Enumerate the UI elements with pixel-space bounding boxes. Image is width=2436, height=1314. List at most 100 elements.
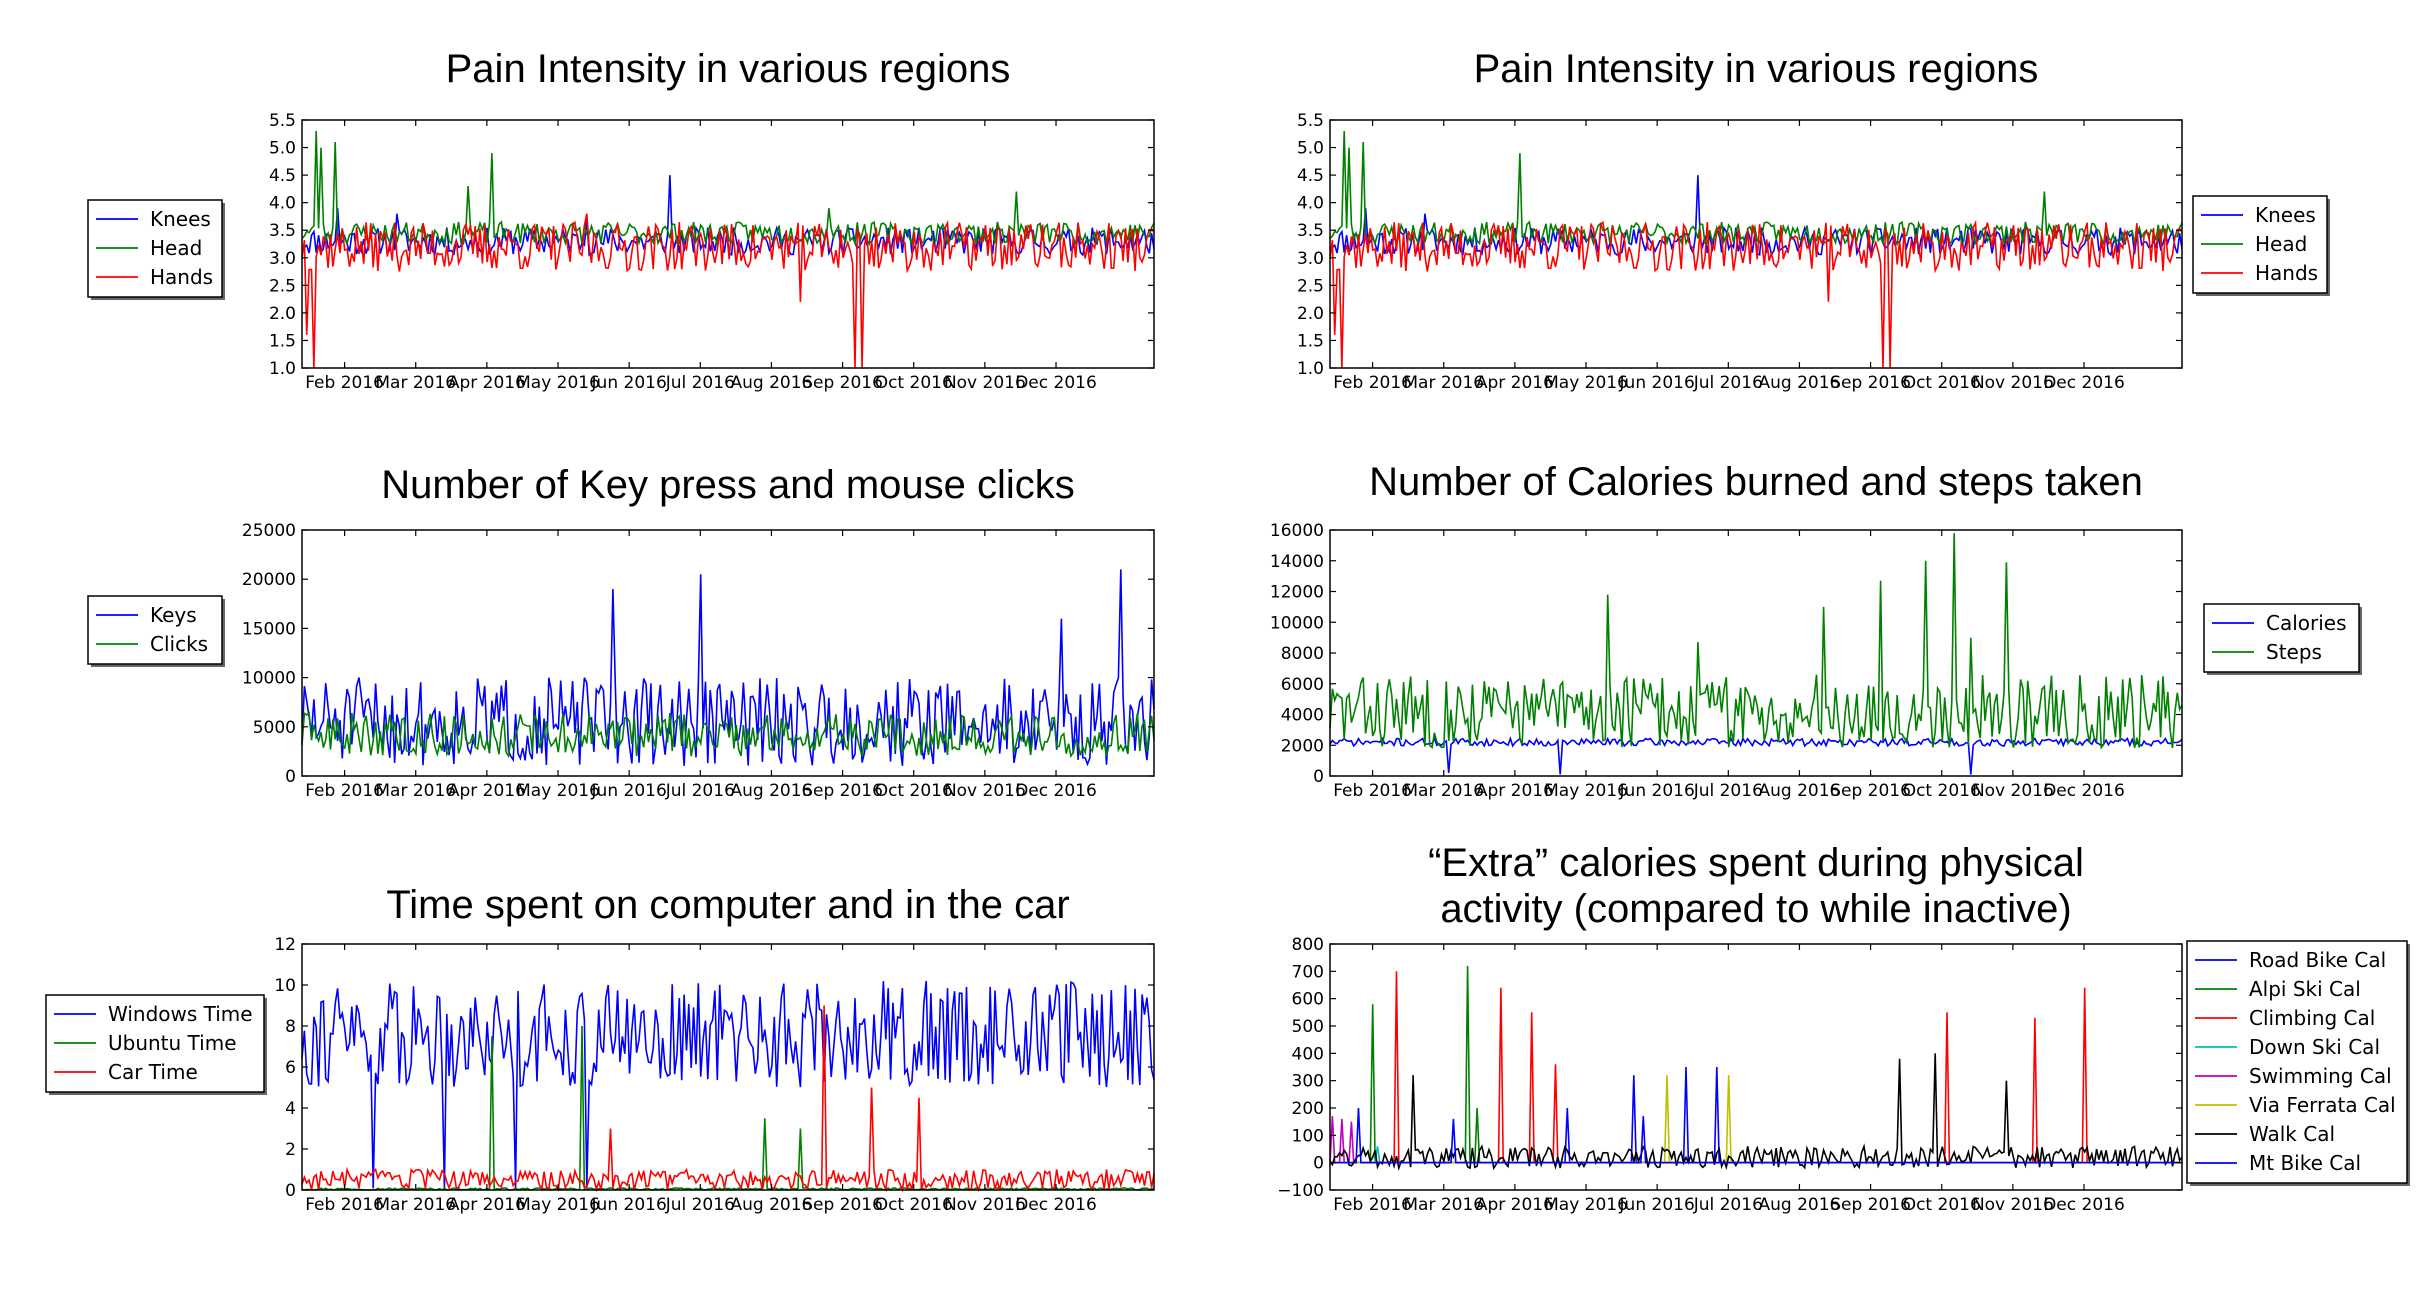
y-tick-label: 16000: [1270, 521, 1324, 541]
x-tick-label: Jun 2016: [591, 373, 667, 393]
y-tick-label: 1.5: [1297, 331, 1324, 351]
x-tick-label: Jun 2016: [591, 1195, 667, 1215]
x-tick-label: Feb 2016: [1333, 1195, 1412, 1215]
y-tick-label: 10: [274, 976, 296, 996]
y-tick-label: 3.5: [1297, 221, 1324, 241]
x-tick-label: Sep 2016: [1830, 373, 1911, 393]
x-tick-label: Jul 2016: [665, 373, 735, 393]
x-tick-label: Jun 2016: [1619, 1195, 1695, 1215]
y-tick-label: 1.0: [269, 359, 296, 379]
y-tick-label: 10000: [242, 669, 296, 689]
y-tick-label: 0: [1313, 767, 1324, 787]
x-tick-label: Mar 2016: [375, 1195, 456, 1215]
x-tick-label: Oct 2016: [875, 781, 953, 801]
y-tick-label: 14000: [1270, 552, 1324, 572]
x-tick-label: Apr 2016: [1476, 781, 1554, 801]
x-tick-label: Jun 2016: [1619, 781, 1695, 801]
series-line-mt-bike-cal: [1330, 1107, 2182, 1164]
y-tick-label: 4.5: [269, 166, 296, 186]
series-line-keys: [301, 569, 1155, 767]
legend-label: Windows Time: [108, 1002, 253, 1026]
legend-label: Down Ski Cal: [2249, 1035, 2380, 1059]
legend-label: Car Time: [108, 1060, 198, 1084]
legend-label: Hands: [150, 265, 213, 289]
y-tick-label: 25000: [242, 521, 296, 541]
y-tick-label: 800: [1292, 935, 1324, 955]
legend-label: Swimming Cal: [2249, 1064, 2392, 1088]
x-tick-label: May 2016: [1544, 1195, 1628, 1215]
x-tick-label: Mar 2016: [1403, 1195, 1484, 1215]
y-tick-label: 3.5: [269, 221, 296, 241]
x-tick-label: Apr 2016: [448, 1195, 526, 1215]
y-tick-label: 6: [285, 1058, 296, 1078]
x-tick-label: Mar 2016: [1403, 373, 1484, 393]
y-tick-label: 4.0: [1297, 194, 1324, 214]
legend-label: Hands: [2255, 261, 2318, 285]
series-line-calories: [1329, 735, 2183, 775]
x-tick-label: Aug 2016: [731, 1195, 813, 1215]
chart-keys-clicks: Number of Key press and mouse clicks 0 500…: [87, 463, 1155, 801]
legend-label: Ubuntu Time: [108, 1031, 237, 1055]
chart-title: Pain Intensity in various regions: [1474, 47, 2039, 91]
legend-label: Knees: [2255, 203, 2316, 227]
x-tick-label: Feb 2016: [305, 373, 384, 393]
y-tick-label: 4.5: [1297, 166, 1324, 186]
x-tick-label: Jul 2016: [665, 1195, 735, 1215]
series-line-windows-time: [301, 980, 1155, 1189]
x-tick-label: Jul 2016: [1693, 373, 1763, 393]
x-tick-label: Oct 2016: [875, 1195, 953, 1215]
chart-title: “Extra” calories spent during physical: [1428, 841, 2084, 885]
y-tick-label: 400: [1292, 1044, 1324, 1064]
y-tick-label: 12000: [1270, 583, 1324, 603]
y-tick-label: −100: [1277, 1181, 1324, 1201]
x-tick-label: Jul 2016: [1693, 781, 1763, 801]
y-tick-label: 100: [1292, 1126, 1324, 1146]
chart-title: Number of Calories burned and steps take…: [1369, 460, 2143, 504]
series-line-head: [1329, 130, 2183, 248]
x-tick-label: Aug 2016: [1759, 373, 1841, 393]
legend-label: Calories: [2266, 611, 2347, 635]
legend-label: Walk Cal: [2249, 1122, 2335, 1146]
x-tick-label: May 2016: [1544, 781, 1628, 801]
series-line-clicks: [301, 711, 1155, 759]
chart-extra-calories: “Extra” calories spent during physicalac…: [1277, 841, 2410, 1215]
x-tick-label: Feb 2016: [1333, 781, 1412, 801]
y-tick-label: 6000: [1281, 675, 1324, 695]
series-line-hands: [1329, 219, 2183, 369]
series-line-car-time: [301, 1005, 1155, 1193]
y-tick-label: 8000: [1281, 644, 1324, 664]
series-line-climbing-cal: [1330, 971, 2182, 1164]
x-tick-label: Feb 2016: [1333, 373, 1412, 393]
y-tick-label: 1.0: [1297, 359, 1324, 379]
legend-label: Head: [2255, 232, 2307, 256]
y-tick-label: 1.5: [269, 331, 296, 351]
x-tick-label: Nov 2016: [944, 373, 1026, 393]
series-line-steps: [1329, 533, 2183, 750]
x-tick-label: Aug 2016: [1759, 781, 1841, 801]
y-tick-label: 2.5: [1297, 276, 1324, 296]
y-tick-label: 5.0: [1297, 139, 1324, 159]
x-tick-label: Aug 2016: [731, 373, 813, 393]
x-tick-label: Mar 2016: [375, 373, 456, 393]
x-tick-label: Jun 2016: [591, 781, 667, 801]
plot-frame: [301, 529, 1155, 777]
legend-label: Steps: [2266, 640, 2322, 664]
series-line-hands: [301, 213, 1155, 369]
x-tick-label: Dec 2016: [2043, 373, 2125, 393]
x-tick-label: Nov 2016: [944, 1195, 1026, 1215]
legend-box: [2203, 603, 2360, 673]
x-tick-label: May 2016: [516, 781, 600, 801]
y-tick-label: 15000: [242, 619, 296, 639]
x-tick-label: Sep 2016: [1830, 781, 1911, 801]
y-tick-label: 5.5: [1297, 111, 1324, 131]
x-tick-label: Sep 2016: [802, 781, 883, 801]
plot-frame: [1329, 119, 2183, 369]
x-tick-label: Oct 2016: [1903, 781, 1981, 801]
x-tick-label: May 2016: [516, 1195, 600, 1215]
legend-label: Head: [150, 236, 202, 260]
legend-label: Via Ferrata Cal: [2249, 1093, 2396, 1117]
legend-label: Alpi Ski Cal: [2249, 977, 2361, 1001]
x-tick-label: Dec 2016: [2043, 1195, 2125, 1215]
legend-label: Clicks: [150, 632, 208, 656]
x-tick-label: Apr 2016: [1476, 1195, 1554, 1215]
